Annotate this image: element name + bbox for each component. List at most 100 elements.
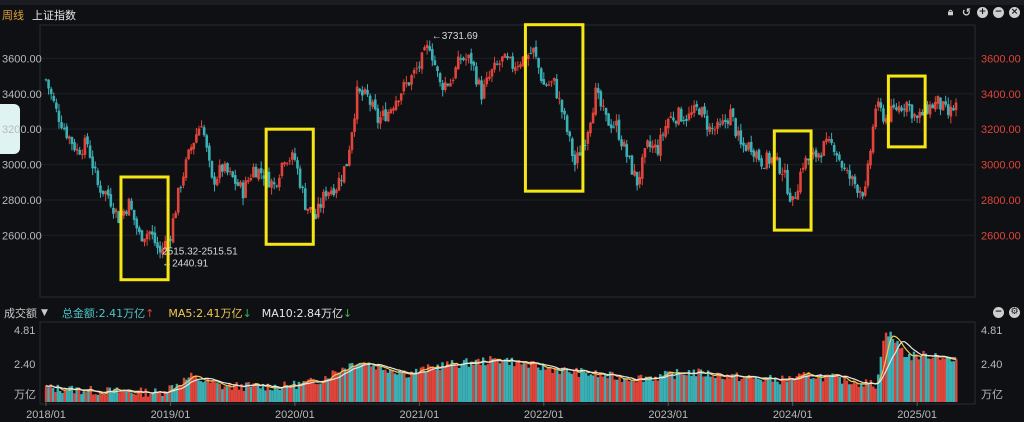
candle-body[interactable]: [690, 112, 693, 115]
candle-body[interactable]: [910, 104, 914, 119]
volume-bar[interactable]: [931, 357, 935, 402]
candle-body[interactable]: [322, 191, 325, 208]
candle-body[interactable]: [882, 108, 885, 122]
candle-body[interactable]: [674, 121, 678, 124]
candle-body[interactable]: [804, 157, 807, 169]
volume-bar[interactable]: [216, 382, 219, 402]
volume-bar[interactable]: [249, 386, 253, 402]
volume-bar[interactable]: [654, 376, 657, 402]
volume-bar[interactable]: [111, 392, 114, 402]
candle-body[interactable]: [65, 126, 69, 138]
candle-body[interactable]: [869, 150, 872, 166]
candle-body[interactable]: [498, 63, 502, 65]
candle-body[interactable]: [742, 142, 745, 146]
volume-bar[interactable]: [706, 370, 710, 402]
volume-bar[interactable]: [608, 371, 612, 402]
candle-body[interactable]: [550, 81, 553, 83]
candle-body[interactable]: [812, 152, 815, 155]
volume-bar[interactable]: [860, 383, 863, 402]
volume-bar[interactable]: [733, 374, 736, 402]
volume-bar[interactable]: [331, 370, 334, 402]
volume-bar[interactable]: [896, 340, 899, 402]
candle-body[interactable]: [410, 75, 413, 85]
candle-body[interactable]: [876, 101, 880, 107]
volume-bar[interactable]: [228, 383, 231, 402]
candle-body[interactable]: [83, 137, 87, 155]
candle-body[interactable]: [296, 160, 299, 169]
volume-bar[interactable]: [814, 378, 818, 402]
candle-body[interactable]: [423, 47, 426, 51]
candle-body[interactable]: [459, 58, 463, 60]
candle-body[interactable]: [298, 168, 302, 188]
volume-bar[interactable]: [934, 353, 937, 402]
candle-body[interactable]: [861, 192, 864, 197]
volume-bar[interactable]: [783, 378, 786, 402]
volume-bar[interactable]: [570, 373, 573, 402]
volume-bar[interactable]: [572, 370, 576, 402]
volume-bar[interactable]: [651, 380, 655, 402]
candle-body[interactable]: [335, 189, 338, 194]
candle-body[interactable]: [786, 169, 789, 194]
volume-bar[interactable]: [615, 379, 619, 402]
volume-bar[interactable]: [807, 372, 810, 402]
volume-bar[interactable]: [309, 377, 313, 402]
volume-bar[interactable]: [173, 388, 176, 402]
candle-body[interactable]: [213, 176, 216, 185]
candle-body[interactable]: [78, 150, 82, 155]
candle-body[interactable]: [337, 177, 341, 191]
volume-bar[interactable]: [218, 383, 222, 402]
volume-bar[interactable]: [326, 378, 330, 402]
candle-body[interactable]: [589, 122, 592, 134]
volume-bar[interactable]: [644, 376, 648, 402]
volume-bar[interactable]: [455, 366, 459, 402]
candle-body[interactable]: [47, 79, 50, 89]
volume-bar[interactable]: [683, 374, 686, 402]
volume-bar[interactable]: [393, 373, 397, 402]
candle-body[interactable]: [241, 182, 245, 199]
candle-body[interactable]: [866, 163, 870, 186]
volume-bar[interactable]: [680, 373, 684, 402]
candle-body[interactable]: [698, 108, 701, 115]
volume-bar[interactable]: [826, 374, 829, 402]
volume-bar[interactable]: [943, 358, 947, 402]
volume-bar[interactable]: [642, 381, 645, 402]
volume-bar[interactable]: [673, 378, 676, 402]
volume-bar[interactable]: [750, 376, 753, 402]
candle-body[interactable]: [622, 142, 626, 147]
volume-bar[interactable]: [945, 356, 949, 402]
volume-bar[interactable]: [367, 362, 371, 402]
candle-body[interactable]: [897, 105, 901, 112]
candle-body[interactable]: [221, 164, 224, 172]
volume-bar[interactable]: [623, 378, 626, 402]
volume-bar[interactable]: [235, 382, 238, 402]
volume-bar[interactable]: [156, 391, 159, 402]
volume-bar[interactable]: [541, 363, 545, 402]
volume-bar[interactable]: [405, 377, 408, 402]
candle-body[interactable]: [796, 190, 800, 200]
volume-bar[interactable]: [56, 384, 59, 402]
volume-bar[interactable]: [618, 374, 621, 402]
volume-bar[interactable]: [560, 367, 564, 402]
volume-bar[interactable]: [742, 376, 746, 402]
volume-bar[interactable]: [759, 379, 762, 402]
volume-bar[interactable]: [754, 377, 758, 402]
candle-body[interactable]: [928, 104, 932, 115]
volume-bar[interactable]: [379, 365, 382, 402]
volume-bar[interactable]: [47, 387, 50, 402]
volume-bar[interactable]: [242, 390, 246, 402]
volume-bar[interactable]: [666, 371, 669, 402]
candle-body[interactable]: [736, 130, 740, 136]
volume-bar[interactable]: [395, 374, 399, 402]
candle-body[interactable]: [939, 97, 942, 110]
candle-body[interactable]: [822, 141, 826, 156]
volume-bar[interactable]: [838, 376, 841, 402]
volume-bar[interactable]: [80, 394, 83, 402]
candle-body[interactable]: [879, 102, 883, 109]
candle-body[interactable]: [112, 207, 115, 214]
candle-body[interactable]: [708, 126, 712, 132]
volume-bar[interactable]: [862, 386, 865, 402]
candle-body[interactable]: [477, 79, 481, 85]
volume-bar[interactable]: [201, 382, 205, 402]
volume-bar[interactable]: [333, 371, 337, 402]
candle-body[interactable]: [607, 113, 610, 126]
